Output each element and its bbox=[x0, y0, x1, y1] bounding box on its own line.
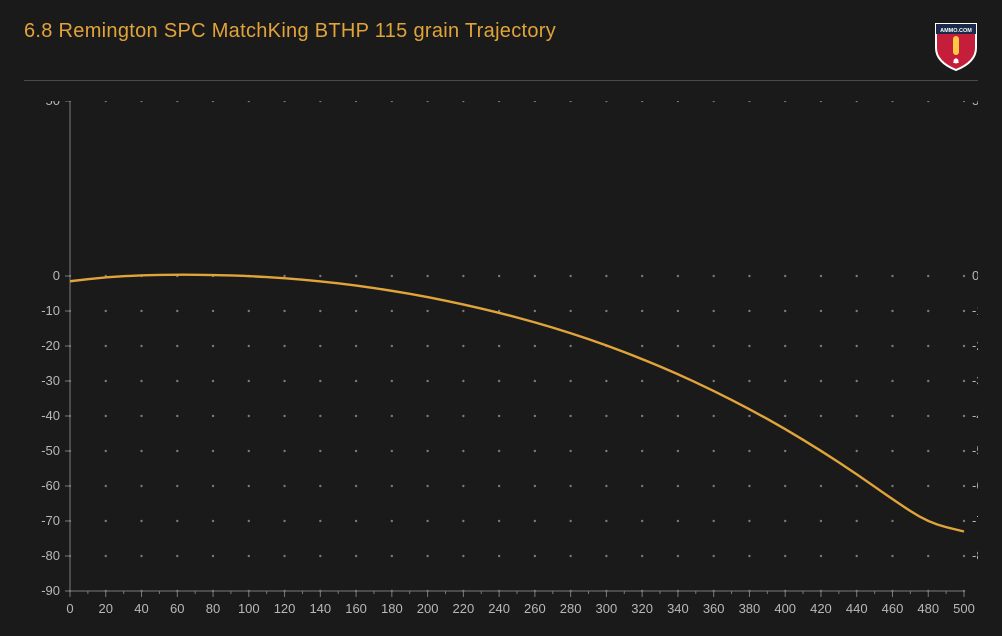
svg-text:480: 480 bbox=[917, 601, 939, 616]
svg-text:-70: -70 bbox=[972, 513, 978, 528]
svg-text:-10: -10 bbox=[41, 303, 60, 318]
svg-text:-20: -20 bbox=[41, 338, 60, 353]
svg-text:-40: -40 bbox=[41, 408, 60, 423]
svg-text:-80: -80 bbox=[41, 548, 60, 563]
svg-text:-90: -90 bbox=[41, 583, 60, 598]
svg-text:80: 80 bbox=[206, 601, 220, 616]
svg-text:200: 200 bbox=[417, 601, 439, 616]
svg-text:60: 60 bbox=[170, 601, 184, 616]
header: 6.8 Remington SPC MatchKing BTHP 115 gra… bbox=[24, 20, 978, 72]
svg-text:320: 320 bbox=[631, 601, 653, 616]
svg-text:0: 0 bbox=[53, 268, 60, 283]
svg-text:20: 20 bbox=[99, 601, 113, 616]
svg-text:-50: -50 bbox=[41, 443, 60, 458]
svg-text:380: 380 bbox=[739, 601, 761, 616]
svg-text:-30: -30 bbox=[41, 373, 60, 388]
brand-logo: AMMO.COM bbox=[934, 20, 978, 72]
svg-text:340: 340 bbox=[667, 601, 689, 616]
trajectory-chart-svg: 0 20 40 60 80 100 120 140 160 180 200 220 240 260 280 3… bbox=[24, 101, 978, 621]
svg-text:300: 300 bbox=[596, 601, 618, 616]
trajectory-line bbox=[70, 275, 964, 532]
chart-plot-area: 0 20 40 60 80 100 120 140 160 180 200 220 240 260 280 3… bbox=[24, 101, 978, 621]
svg-text:400: 400 bbox=[774, 601, 796, 616]
chart-container: 6.8 Remington SPC MatchKing BTHP 115 gra… bbox=[0, 0, 1002, 636]
svg-text:240: 240 bbox=[488, 601, 510, 616]
svg-text:AMMO.COM: AMMO.COM bbox=[940, 28, 972, 34]
shield-icon: AMMO.COM bbox=[934, 20, 978, 72]
svg-text:360: 360 bbox=[703, 601, 725, 616]
svg-text:-50: -50 bbox=[972, 443, 978, 458]
svg-text:-70: -70 bbox=[41, 513, 60, 528]
svg-text:-80: -80 bbox=[972, 548, 978, 563]
svg-text:0: 0 bbox=[972, 268, 978, 283]
svg-text:280: 280 bbox=[560, 601, 582, 616]
chart-title: 6.8 Remington SPC MatchKing BTHP 115 gra… bbox=[24, 20, 556, 43]
svg-text:260: 260 bbox=[524, 601, 546, 616]
svg-text:-60: -60 bbox=[972, 478, 978, 493]
svg-text:420: 420 bbox=[810, 601, 832, 616]
svg-text:-20: -20 bbox=[972, 338, 978, 353]
svg-text:-60: -60 bbox=[41, 478, 60, 493]
svg-text:0: 0 bbox=[66, 601, 73, 616]
svg-text:180: 180 bbox=[381, 601, 403, 616]
svg-text:160: 160 bbox=[345, 601, 367, 616]
svg-text:40: 40 bbox=[134, 601, 148, 616]
svg-text:500: 500 bbox=[953, 601, 975, 616]
svg-text:50: 50 bbox=[972, 101, 978, 108]
svg-text:140: 140 bbox=[309, 601, 331, 616]
svg-text:-10: -10 bbox=[972, 303, 978, 318]
svg-text:460: 460 bbox=[882, 601, 904, 616]
header-divider bbox=[24, 80, 978, 81]
svg-text:220: 220 bbox=[453, 601, 475, 616]
svg-text:100: 100 bbox=[238, 601, 260, 616]
svg-text:440: 440 bbox=[846, 601, 868, 616]
svg-text:-30: -30 bbox=[972, 373, 978, 388]
svg-text:120: 120 bbox=[274, 601, 296, 616]
svg-text:50: 50 bbox=[46, 101, 60, 108]
svg-text:-40: -40 bbox=[972, 408, 978, 423]
